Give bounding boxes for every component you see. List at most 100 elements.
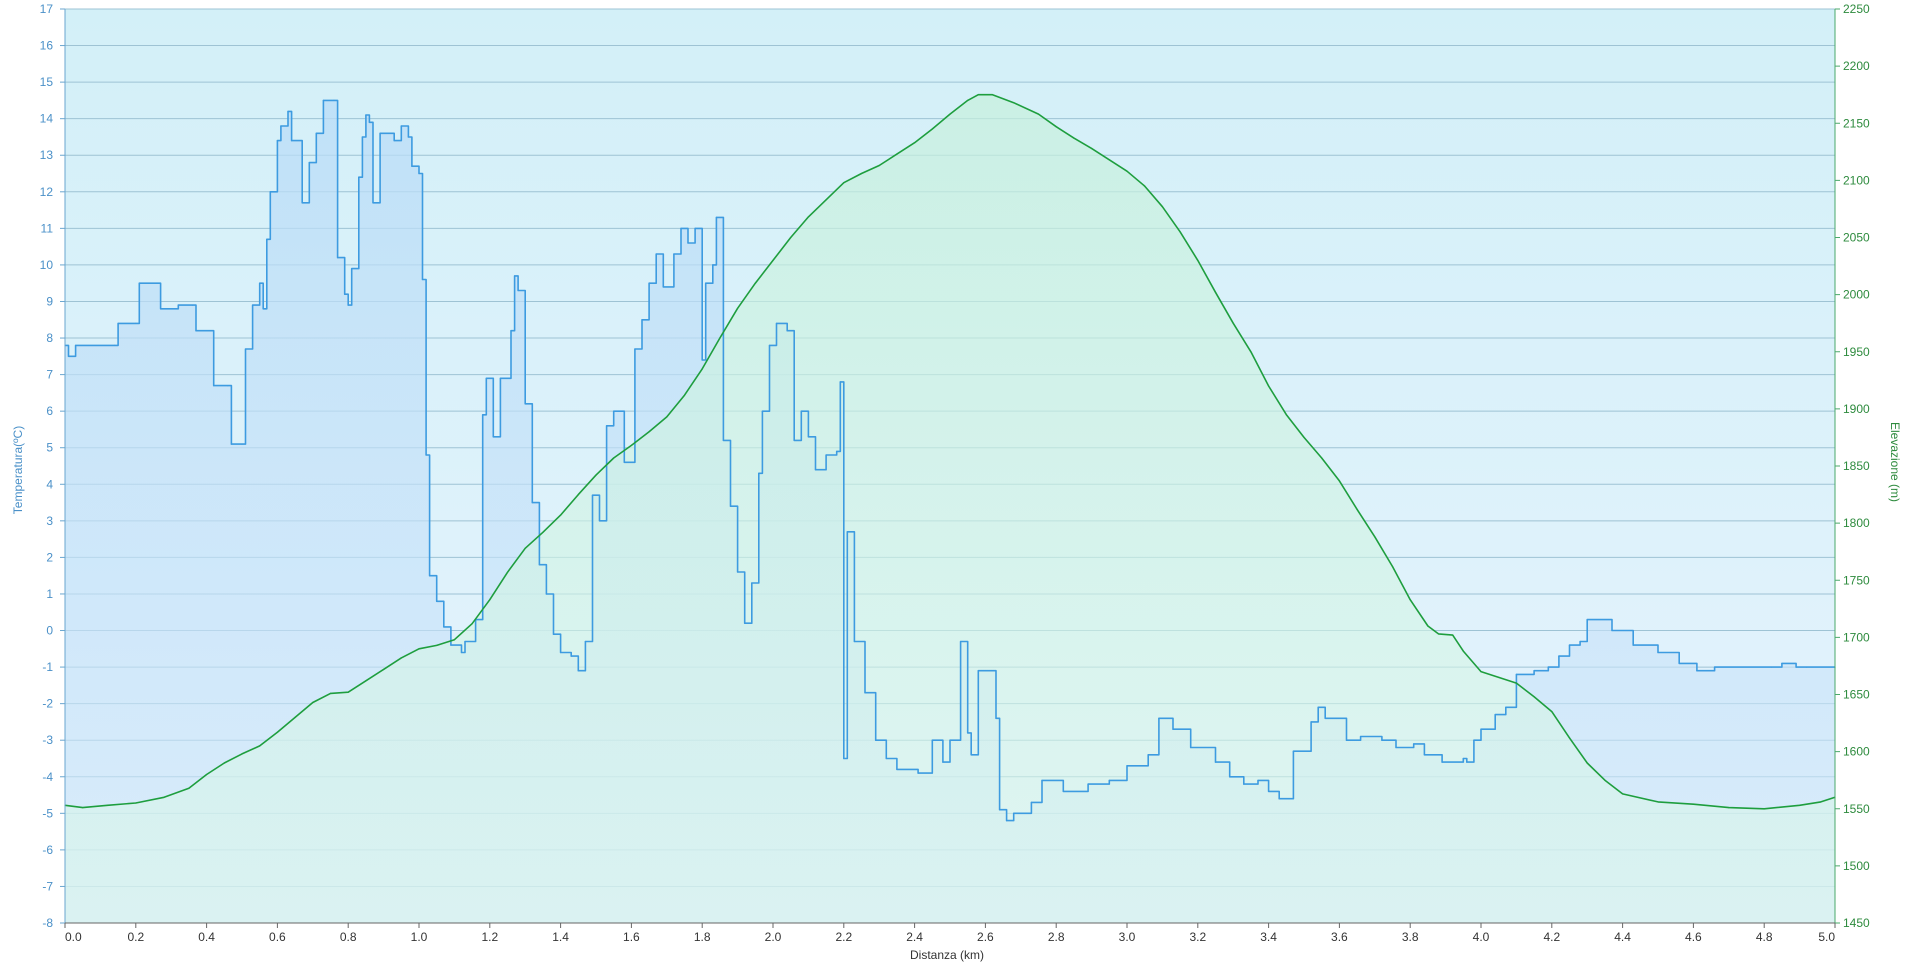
temperature-point (425, 454, 427, 456)
elevation-point (1551, 711, 1553, 713)
temperature-point (800, 410, 802, 412)
temperature-point (967, 732, 969, 734)
temperature-point (839, 381, 841, 383)
right-tick-label: 1700 (1843, 630, 1870, 644)
temperature-point (775, 322, 778, 324)
temperature-point (372, 202, 374, 204)
elevation-point (1452, 634, 1454, 636)
temperature-point (315, 132, 317, 134)
left-tick-label: -4 (42, 770, 53, 784)
elevation-point (82, 807, 84, 809)
temperature-point (1214, 761, 1217, 763)
temperature-point (538, 564, 541, 566)
temperature-point (715, 216, 718, 218)
left-tick-label: 17 (40, 2, 54, 16)
temperature-point (1041, 779, 1043, 782)
elevation-point (542, 531, 544, 533)
elevation-point (931, 128, 933, 130)
temperature-point (1462, 757, 1464, 760)
elevation-point (241, 753, 243, 755)
temperature-point (280, 125, 282, 127)
elevation-point (967, 99, 969, 101)
temperature-point (1586, 619, 1588, 621)
temperature-point (744, 622, 746, 624)
left-tick-label: -2 (42, 697, 53, 711)
temperature-point (1611, 629, 1613, 632)
elevation-point (1568, 737, 1571, 739)
temperature-point (655, 253, 657, 255)
temperature-point (680, 227, 682, 229)
left-tick-label: 5 (46, 441, 53, 455)
left-tick-label: 3 (46, 514, 53, 528)
elevation-area-group (65, 94, 1835, 923)
temperature-point (492, 436, 494, 438)
elevation-point (1437, 633, 1440, 635)
elevation-point (259, 745, 261, 747)
temperature-point (368, 121, 370, 123)
elevation-point (754, 282, 756, 284)
elevation-point (1108, 159, 1110, 161)
left-tick-label: 10 (40, 258, 54, 272)
elevation-point (1498, 676, 1500, 679)
temperature-point (156, 282, 158, 284)
temperature-point (584, 640, 587, 643)
x-tick-label: 4.4 (1614, 930, 1631, 944)
x-tick-label: 3.8 (1402, 930, 1419, 944)
temperature-point (1568, 644, 1571, 646)
elevation-point (683, 394, 686, 396)
temperature-point (768, 344, 771, 346)
temperature-point (793, 439, 795, 441)
left-tick-label: -6 (42, 843, 53, 857)
temperature-point (464, 640, 466, 643)
temperature-point (117, 322, 119, 324)
temperature-point (1381, 739, 1383, 741)
x-axis-title: Distanza (km) (910, 948, 984, 962)
temperature-point (531, 502, 533, 504)
temperature-point (1473, 739, 1475, 741)
x-tick-label: 0.4 (198, 930, 215, 944)
left-tick-label: 16 (40, 39, 54, 53)
elevation-point (1657, 801, 1659, 803)
temperature-point (1126, 765, 1128, 767)
elevation-point (1091, 147, 1093, 149)
temperature-point (995, 717, 997, 719)
temperature-point (460, 651, 463, 654)
temperature-point (570, 655, 572, 657)
temperature-point (970, 754, 972, 756)
temperature-point (1494, 714, 1496, 716)
temperature-point (1257, 779, 1259, 782)
temperature-point (160, 308, 162, 310)
temperature-point (1657, 651, 1659, 654)
temperature-line-group (64, 99, 1836, 822)
temperature-point (864, 692, 866, 694)
temperature-point (421, 278, 424, 281)
elevation-point (630, 444, 633, 446)
temperature-point (1062, 790, 1064, 793)
temperature-point (977, 670, 979, 672)
temperature-point (991, 670, 994, 672)
left-tick-label: -3 (42, 733, 53, 747)
temperature-point (761, 410, 764, 412)
temperature-point (259, 282, 261, 284)
elevation-point (106, 804, 109, 806)
temperature-point (1515, 673, 1517, 676)
temperature-point (227, 385, 229, 387)
temperature-point (673, 253, 675, 255)
temperature-point (836, 450, 838, 452)
elevation-point (383, 668, 385, 671)
temperature-point (1558, 655, 1560, 657)
temperature-point (209, 330, 211, 332)
right-tick-label: 1550 (1843, 802, 1870, 816)
left-tick-label: 2 (46, 550, 53, 564)
x-tick-label: 2.8 (1048, 930, 1065, 944)
temperature-point (634, 348, 636, 350)
temperature-point (814, 469, 817, 471)
temperature-point (347, 304, 349, 306)
temperature-point (807, 436, 810, 438)
temperature-point (75, 344, 77, 346)
elevation-point (1013, 102, 1015, 104)
temperature-point (379, 132, 381, 134)
elevation-point (1820, 801, 1822, 803)
temperature-point (450, 644, 452, 646)
x-tick-label: 1.0 (411, 930, 428, 944)
